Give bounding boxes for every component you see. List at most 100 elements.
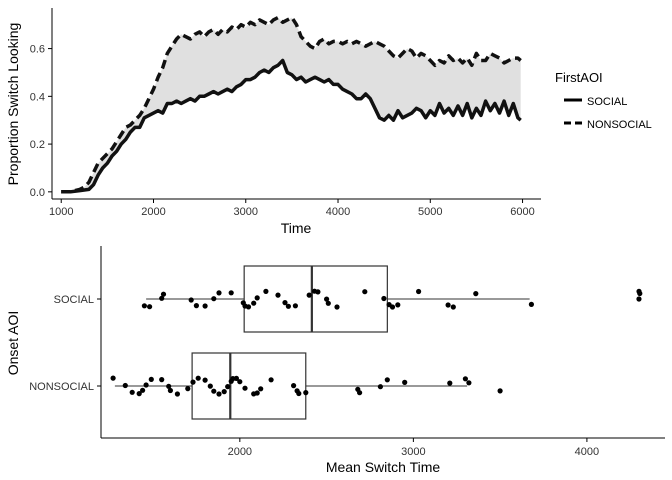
x-tick-label: 5000 — [418, 206, 442, 218]
y-tick-label: 0.0 — [30, 187, 45, 199]
legend-title: FirstAOI — [555, 70, 603, 85]
data-point — [292, 303, 298, 309]
y-tick-label: 0.4 — [30, 91, 45, 103]
data-point — [466, 380, 472, 386]
data-point — [245, 304, 252, 310]
data-point — [211, 388, 217, 394]
x-tick-label: 4000 — [326, 206, 350, 218]
x-tick-label: 3000 — [234, 206, 258, 218]
data-point — [188, 297, 194, 303]
data-point — [445, 302, 451, 308]
outlier-point — [636, 296, 642, 302]
data-point — [258, 386, 264, 392]
data-point — [202, 377, 208, 383]
data-point — [166, 383, 172, 389]
data-point — [334, 304, 340, 310]
data-point — [389, 304, 396, 310]
y-tick-label: 0.6 — [30, 44, 45, 56]
data-point — [296, 390, 302, 397]
data-point — [148, 376, 154, 382]
x-tick-label: 2000 — [141, 206, 165, 218]
data-point — [147, 304, 153, 310]
data-point — [275, 292, 281, 298]
y-axis-label: Proportion Switch Looking — [5, 23, 21, 186]
y-axis-label: Onset AOI — [5, 311, 21, 376]
y-tick-label: SOCIAL — [54, 294, 94, 306]
data-point — [447, 380, 453, 386]
legend: FirstAOI SOCIAL NONSOCIAL — [555, 70, 652, 131]
data-point — [185, 386, 191, 392]
data-point — [233, 375, 239, 381]
data-point — [207, 383, 213, 389]
data-point — [221, 389, 227, 395]
x-tick-label: 1000 — [49, 206, 73, 218]
data-point — [140, 387, 146, 393]
x-axis-label: Mean Switch Time — [326, 459, 441, 475]
boxes-group — [114, 265, 642, 420]
data-point — [462, 376, 468, 382]
points-group — [110, 288, 643, 397]
data-point — [254, 390, 260, 396]
box-social — [243, 265, 388, 333]
data-point — [416, 288, 422, 295]
data-point — [110, 375, 116, 381]
data-point — [291, 383, 297, 389]
x-tick-label: 3000 — [401, 446, 425, 458]
data-point — [167, 387, 173, 394]
series-line-social — [61, 58, 522, 194]
data-point — [174, 391, 180, 397]
data-point — [122, 382, 128, 389]
data-point — [216, 391, 222, 397]
data-point — [325, 300, 331, 306]
data-point — [160, 291, 167, 297]
data-point — [315, 289, 321, 295]
data-point — [129, 389, 135, 395]
x-tick-label: 2000 — [228, 446, 252, 458]
data-point — [473, 291, 479, 297]
data-point — [381, 295, 387, 302]
data-point — [228, 290, 234, 296]
legend-label-nonsocial: NONSOCIAL — [587, 119, 652, 131]
data-point — [159, 295, 165, 301]
difference-band — [61, 17, 521, 192]
data-point — [195, 375, 201, 381]
data-point — [251, 300, 257, 306]
data-point — [159, 377, 165, 383]
data-point — [141, 303, 147, 309]
x-tick-label: 4000 — [575, 446, 599, 458]
data-point — [254, 295, 260, 301]
x-tick-label: 6000 — [510, 206, 534, 218]
data-point — [263, 288, 269, 294]
data-point — [202, 303, 208, 309]
data-point — [143, 382, 149, 388]
data-point — [395, 302, 401, 308]
y-ticks: SOCIAL NONSOCIAL — [29, 294, 101, 393]
series-line-nonsocial — [61, 15, 522, 194]
data-point — [377, 384, 383, 390]
data-point — [450, 304, 456, 310]
data-point — [384, 377, 390, 383]
data-point — [216, 290, 222, 296]
y-tick-label: NONSOCIAL — [29, 381, 94, 393]
data-point — [637, 290, 643, 297]
data-point — [303, 390, 309, 396]
line-series-group — [61, 15, 522, 194]
data-point — [242, 385, 248, 391]
x-ticks: 2000 3000 4000 — [228, 438, 599, 458]
data-point — [306, 292, 312, 298]
data-point — [357, 390, 363, 396]
y-ticks: 0.0 0.2 0.4 0.6 — [30, 44, 52, 199]
data-point — [324, 296, 330, 302]
data-point — [497, 388, 503, 394]
data-point — [190, 379, 196, 385]
data-point — [362, 289, 368, 295]
data-point — [211, 296, 217, 302]
y-tick-label: 0.2 — [30, 139, 45, 151]
data-point — [193, 303, 199, 309]
data-point — [402, 379, 408, 385]
data-point — [528, 301, 535, 307]
data-point — [285, 303, 291, 309]
line-chart: 1000 2000 3000 4000 5000 6000 0.0 0.2 0.4 0.6 Ti… — [5, 8, 652, 236]
x-ticks: 1000 2000 3000 4000 5000 6000 — [49, 199, 535, 218]
